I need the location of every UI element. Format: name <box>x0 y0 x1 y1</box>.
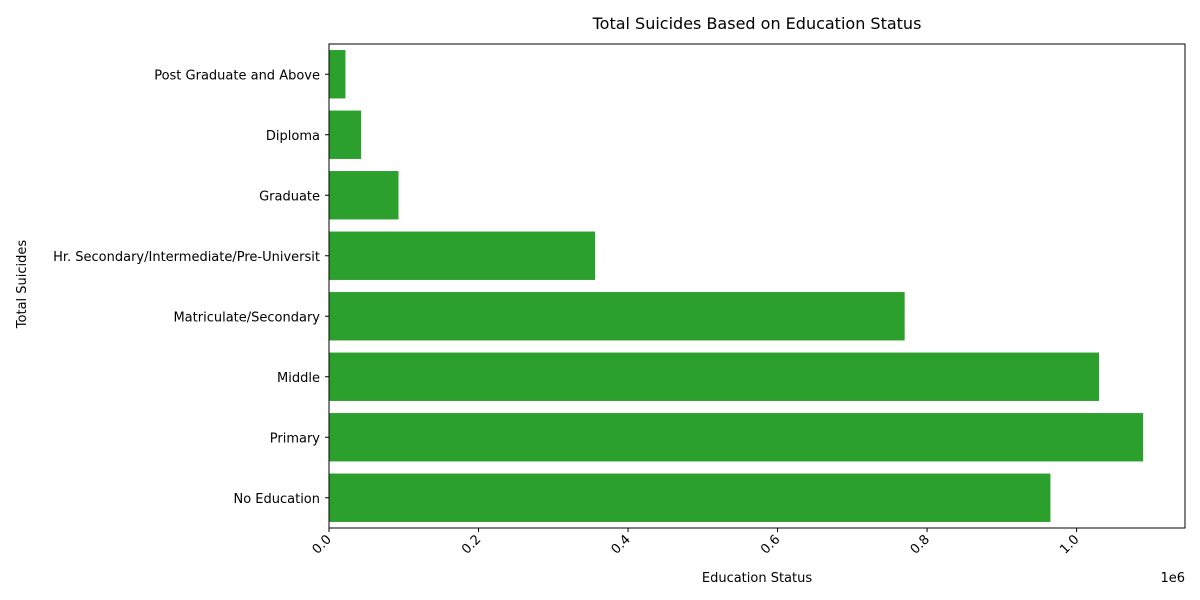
y-tick-label: No Education <box>233 492 320 507</box>
bar-3 <box>329 231 596 280</box>
y-tick-label: Hr. Secondary/Intermediate/Pre-Universit <box>53 250 320 265</box>
x-tick-label: 0.6 <box>758 532 783 557</box>
bar-4 <box>329 292 905 341</box>
plot-frame <box>328 43 1186 529</box>
y-tick-label: Matriculate/Secondary <box>173 310 320 325</box>
y-tick-label: Post Graduate and Above <box>154 68 320 83</box>
bars-group <box>329 50 1144 522</box>
y-tick-label: Primary <box>270 431 321 446</box>
x-tick-label: 0.8 <box>908 532 933 557</box>
bar-1 <box>329 110 362 159</box>
x-tick-label: 0.4 <box>609 532 634 557</box>
x-axis-ticks: 0.0 0.2 0.4 0.6 0.8 1.0 <box>310 528 1082 557</box>
y-axis-ticks: Post Graduate and Above Diploma Graduate Hr… <box>53 68 329 507</box>
bar-0 <box>329 50 346 99</box>
bar-5 <box>329 352 1100 401</box>
bar-7 <box>329 473 1051 522</box>
y-tick-label: Middle <box>277 371 320 386</box>
x-axis-title: Education Status <box>702 571 813 586</box>
x-tick-label: 0.0 <box>310 532 335 557</box>
y-axis-title: Total Suicides <box>15 240 30 330</box>
x-axis-offset-text: 1e6 <box>1160 571 1185 586</box>
y-tick-label: Diploma <box>266 129 320 144</box>
y-tick-label: Graduate <box>259 189 320 204</box>
bar-2 <box>329 171 399 220</box>
chart-title: Total Suicides Based on Education Status <box>592 14 922 33</box>
x-tick-label: 1.0 <box>1057 532 1082 557</box>
x-tick-label: 0.2 <box>459 532 484 557</box>
bar-6 <box>329 413 1144 462</box>
